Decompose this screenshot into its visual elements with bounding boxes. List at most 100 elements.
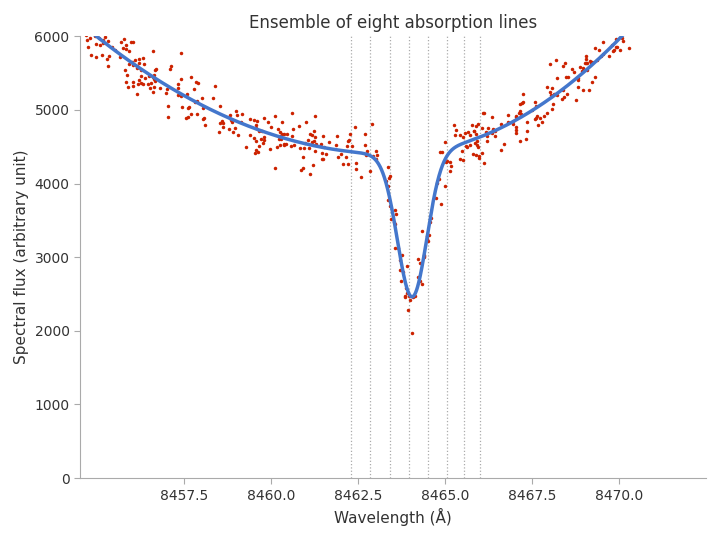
Point — [436, 200, 447, 208]
Point — [508, 117, 519, 126]
Point — [457, 133, 469, 141]
Point — [305, 130, 316, 138]
Point — [531, 113, 542, 122]
Point — [559, 59, 571, 68]
Point — [269, 164, 281, 173]
Point — [435, 147, 446, 156]
Point — [147, 46, 158, 55]
Point — [253, 126, 265, 135]
Point — [133, 76, 145, 84]
Point — [275, 135, 287, 144]
Point — [389, 219, 400, 228]
Point — [172, 84, 184, 92]
Point — [545, 91, 557, 100]
Point — [148, 70, 160, 79]
Point — [286, 141, 297, 150]
Point — [541, 82, 553, 91]
Point — [469, 139, 481, 147]
Point — [444, 166, 456, 175]
Point — [250, 146, 261, 155]
Point — [114, 53, 125, 62]
Point — [510, 129, 522, 137]
Point — [462, 143, 473, 151]
Point — [131, 62, 143, 71]
Point — [103, 21, 114, 30]
Point — [87, 11, 99, 20]
Point — [426, 214, 437, 222]
Point — [638, 21, 649, 29]
Point — [639, 21, 650, 30]
Point — [631, 22, 643, 31]
Point — [278, 129, 289, 138]
Point — [569, 68, 580, 76]
Point — [91, 32, 102, 40]
Point — [274, 127, 285, 136]
Point — [462, 127, 474, 136]
Point — [368, 152, 379, 160]
Point — [145, 79, 157, 87]
Point — [81, 36, 93, 45]
Point — [449, 131, 461, 139]
Point — [250, 121, 261, 130]
Point — [258, 114, 269, 123]
Point — [607, 47, 618, 56]
Point — [130, 56, 141, 64]
Point — [121, 70, 132, 79]
Point — [390, 209, 402, 218]
Point — [133, 58, 145, 67]
Point — [94, 40, 105, 49]
Point — [161, 85, 173, 94]
Point — [94, 33, 105, 42]
Point — [418, 251, 430, 260]
Point — [138, 53, 149, 62]
Point — [585, 59, 596, 68]
Point — [251, 116, 262, 125]
Point — [288, 141, 300, 150]
Point — [560, 73, 572, 82]
Point — [359, 141, 371, 150]
Point — [489, 131, 500, 140]
Point — [310, 139, 321, 148]
Point — [180, 114, 192, 123]
Point — [517, 90, 528, 98]
Point — [183, 104, 194, 112]
Point — [286, 132, 297, 141]
Point — [172, 80, 184, 89]
Point — [96, 28, 107, 36]
Point — [445, 161, 456, 170]
Point — [82, 42, 94, 51]
Point — [471, 141, 482, 150]
Point — [551, 91, 562, 99]
Point — [583, 85, 595, 94]
Point — [248, 134, 260, 143]
Point — [514, 107, 526, 116]
Point — [318, 132, 329, 141]
Point — [581, 59, 593, 68]
Point — [384, 173, 395, 182]
Y-axis label: Spectral flux (arbitrary unit): Spectral flux (arbitrary unit) — [14, 150, 29, 364]
Point — [300, 117, 311, 126]
Point — [175, 75, 186, 83]
Point — [78, 0, 89, 5]
Point — [127, 82, 139, 91]
Point — [433, 175, 445, 184]
Point — [184, 103, 195, 111]
Point — [624, 21, 635, 29]
Point — [142, 79, 153, 88]
Point — [240, 143, 252, 152]
Point — [390, 244, 401, 253]
Point — [232, 130, 243, 139]
Point — [490, 127, 501, 136]
Point — [138, 60, 149, 69]
Point — [256, 126, 268, 135]
Point — [309, 133, 320, 142]
Point — [561, 90, 572, 98]
Point — [90, 39, 102, 48]
Point — [351, 165, 362, 173]
Point — [342, 159, 354, 168]
Point — [120, 45, 131, 53]
Point — [641, 2, 652, 10]
Point — [183, 112, 194, 121]
Point — [287, 109, 298, 117]
Point — [402, 292, 414, 300]
